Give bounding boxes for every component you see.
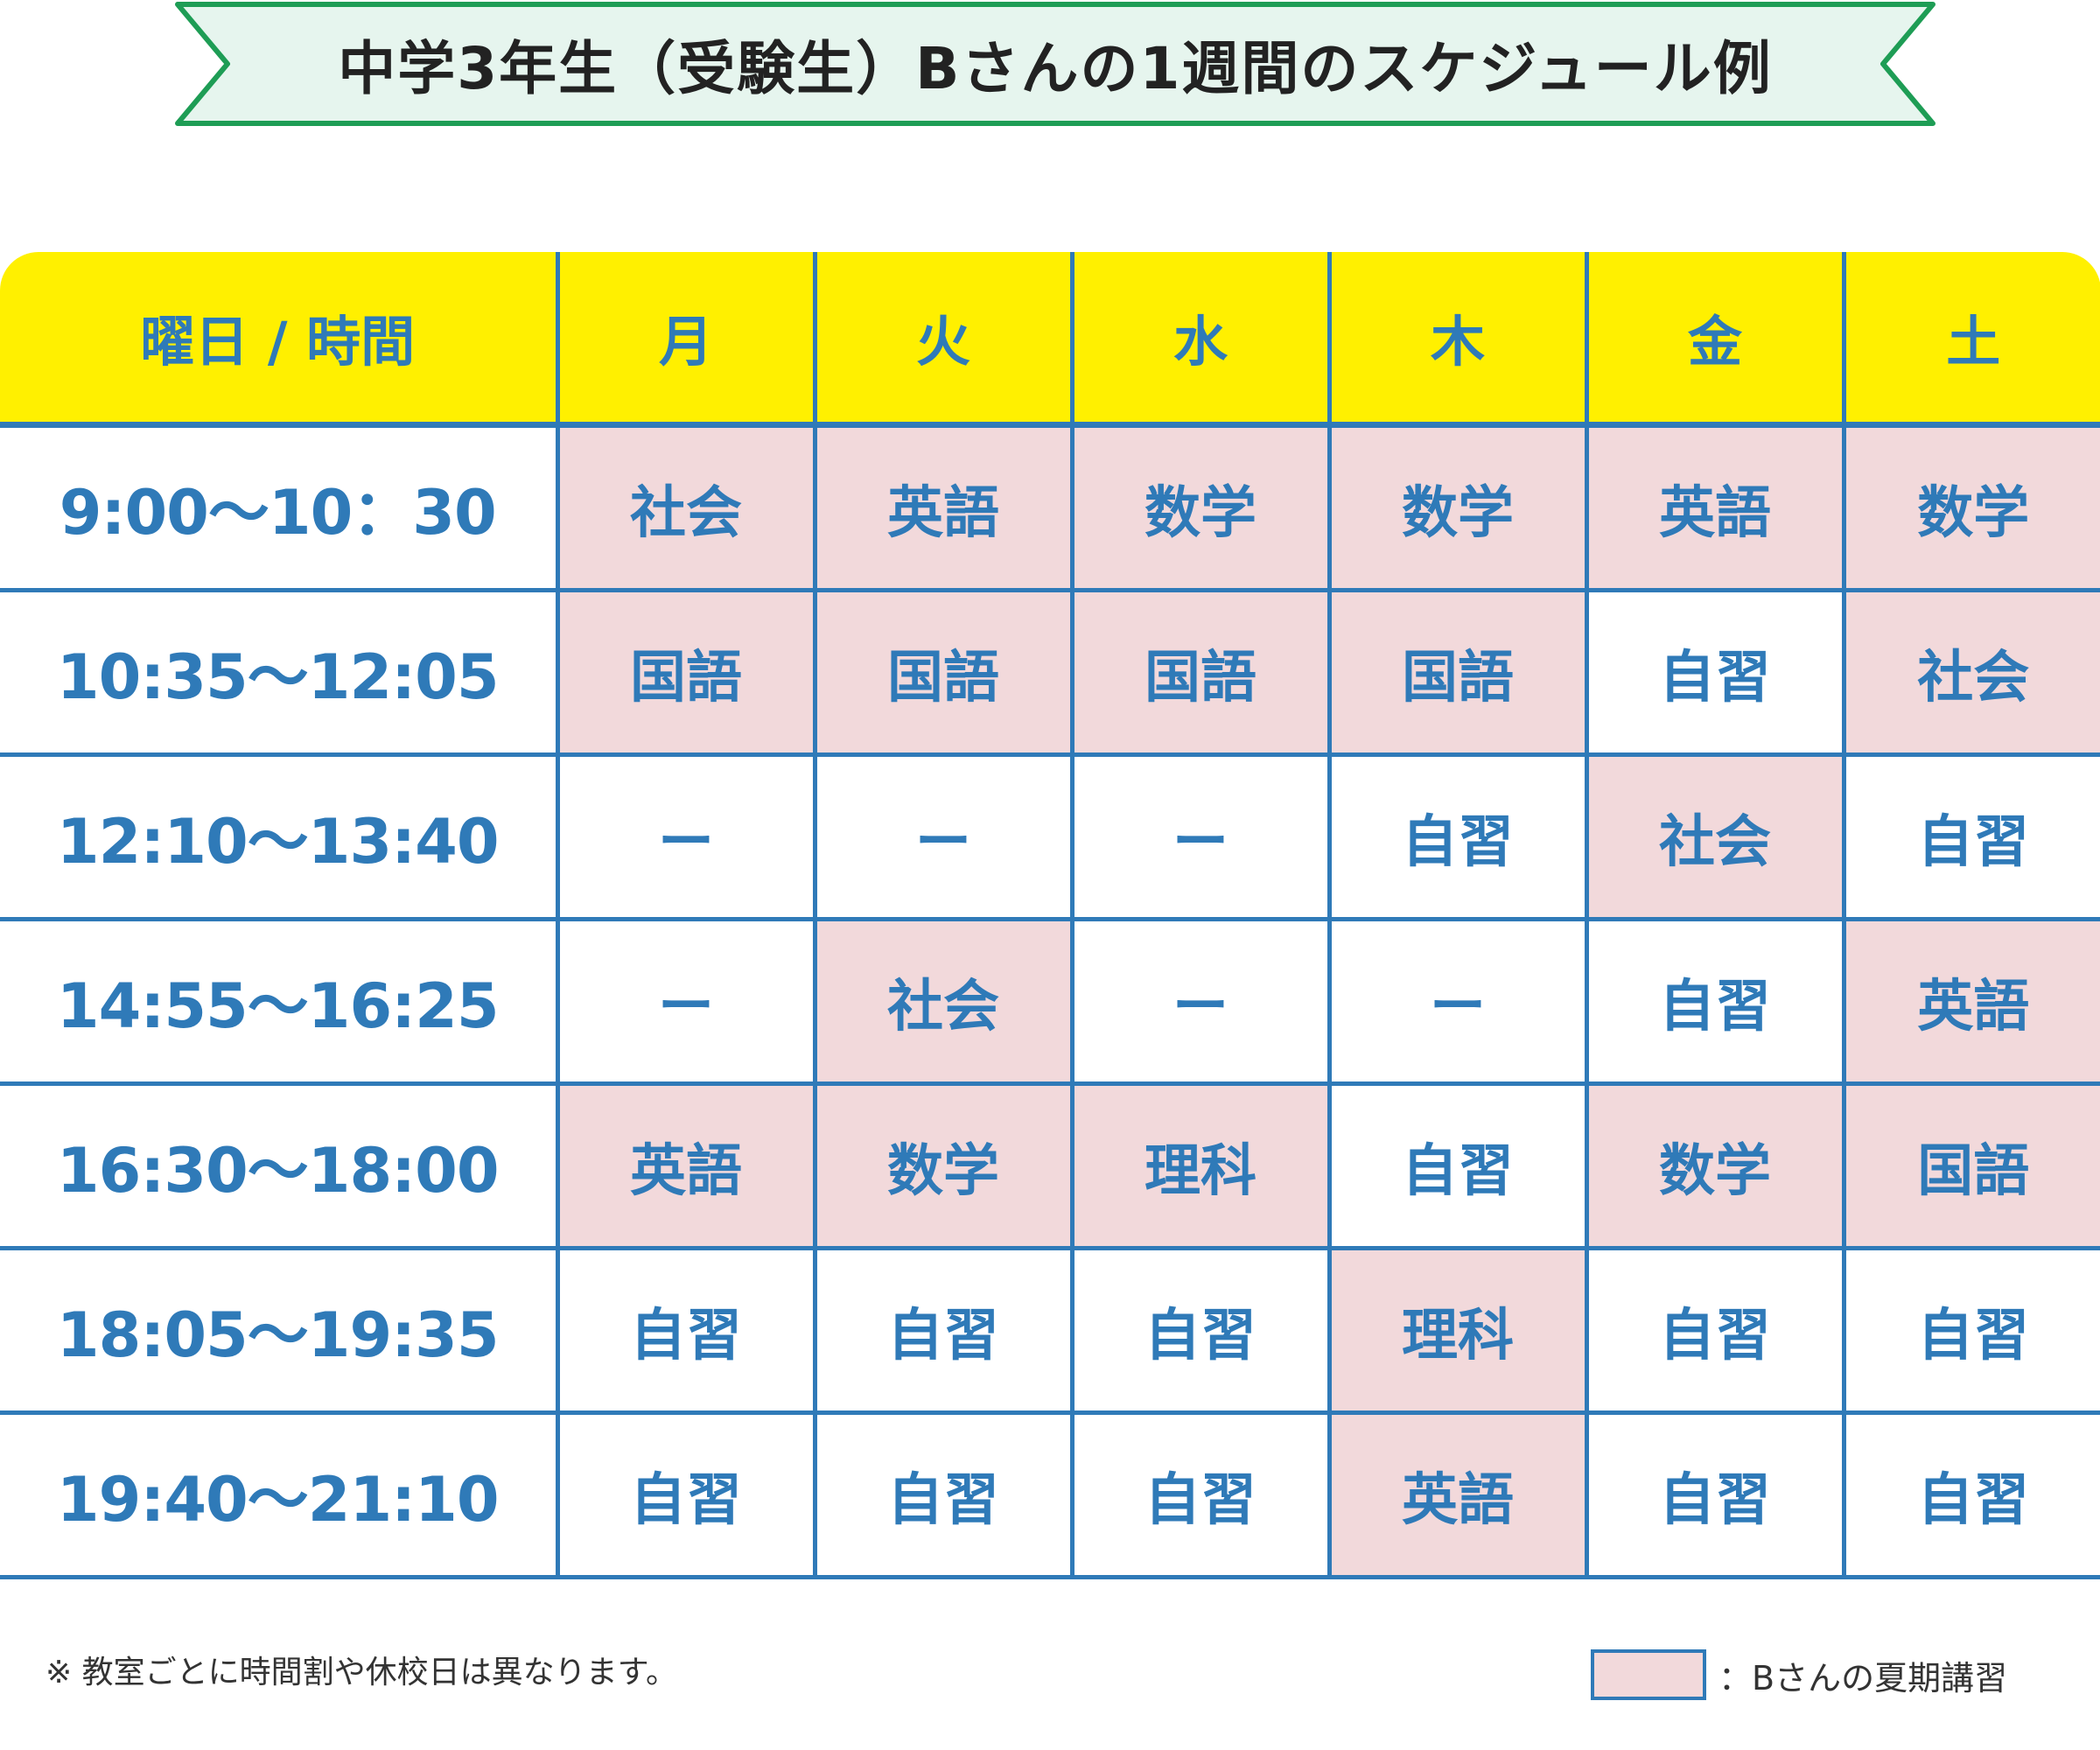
schedule-cell: 数学 — [1586, 1083, 1846, 1250]
schedule-cell: 理科 — [1329, 1248, 1589, 1415]
schedule-cell: ー — [1329, 919, 1589, 1086]
schedule-cell: 自習 — [1329, 754, 1589, 921]
header-thursday: 木 — [1329, 252, 1589, 428]
schedule-cell: 社会 — [557, 424, 817, 592]
schedule-cell: 英語 — [815, 424, 1074, 592]
table-row: 18:05〜19:35 自習 自習 自習 理科 自習 自習 — [0, 1248, 2100, 1415]
schedule-cell: 自習 — [1586, 590, 1846, 757]
legend: ：Bさんの夏期講習 — [1591, 1647, 2007, 1703]
header-monday: 月 — [557, 252, 817, 428]
schedule-cell: 理科 — [1072, 1083, 1332, 1250]
table-row: 10:35〜12:05 国語 国語 国語 国語 自習 社会 — [0, 590, 2100, 757]
schedule-cell: 国語 — [1329, 590, 1589, 757]
time-slot: 14:55〜16:25 — [0, 919, 560, 1086]
schedule-cell: 社会 — [815, 919, 1074, 1086]
header-saturday: 土 — [1844, 252, 2100, 428]
schedule-cell: 国語 — [557, 590, 817, 757]
schedule-cell: 自習 — [1072, 1248, 1332, 1415]
schedule-cell: 社会 — [1586, 754, 1846, 921]
schedule-cell: 自習 — [557, 1248, 817, 1415]
page-title: 中学3年生（受験生）Bさんの1週間のスケジュール例 — [338, 35, 1773, 102]
schedule-cell: 数学 — [815, 1083, 1074, 1250]
schedule-cell: 自習 — [1329, 1083, 1589, 1250]
schedule-cell: ー — [815, 754, 1074, 921]
schedule-cell: 数学 — [1329, 424, 1589, 592]
schedule-cell: 自習 — [1586, 1412, 1846, 1579]
schedule-cell: 自習 — [815, 1412, 1074, 1579]
schedule-cell: 自習 — [1844, 754, 2100, 921]
header-day-time: 曜日 / 時間 — [0, 252, 560, 428]
schedule-cell: 数学 — [1844, 424, 2100, 592]
footnote: ※ 教室ごとに時間割や休校日は異なります。 — [46, 1655, 678, 1690]
schedule-cell: 英語 — [1329, 1412, 1589, 1579]
header-row: 曜日 / 時間 月 火 水 木 金 土 — [0, 252, 2100, 428]
time-slot: 12:10〜13:40 — [0, 754, 560, 921]
time-slot: 19:40〜21:10 — [0, 1412, 560, 1579]
schedule-cell: 英語 — [557, 1083, 817, 1250]
table-row: 14:55〜16:25 ー 社会 ー ー 自習 英語 — [0, 919, 2100, 1086]
schedule-cell: 自習 — [1844, 1248, 2100, 1415]
schedule-cell: ー — [557, 754, 817, 921]
time-slot: 10:35〜12:05 — [0, 590, 560, 757]
schedule-cell: 自習 — [1844, 1412, 2100, 1579]
table-row: 9:00〜10：30 社会 英語 数学 数学 英語 数学 — [0, 424, 2100, 592]
schedule-cell: 数学 — [1072, 424, 1332, 592]
time-slot: 18:05〜19:35 — [0, 1248, 560, 1415]
table-row: 16:30〜18:00 英語 数学 理科 自習 数学 国語 — [0, 1083, 2100, 1250]
legend-swatch — [1591, 1649, 1706, 1700]
schedule-cell: ー — [557, 919, 817, 1086]
header-wednesday: 水 — [1072, 252, 1332, 428]
table-row: 12:10〜13:40 ー ー ー 自習 社会 自習 — [0, 754, 2100, 921]
title-banner: 中学3年生（受験生）Bさんの1週間のスケジュール例 — [175, 2, 1936, 126]
banner-ribbon-shape — [175, 2, 1936, 126]
schedule-cell: 自習 — [1586, 919, 1846, 1086]
schedule-cell: ー — [1072, 754, 1332, 921]
header-friday: 金 — [1586, 252, 1846, 428]
schedule-cell: 英語 — [1586, 424, 1846, 592]
header-tuesday: 火 — [815, 252, 1074, 428]
schedule-cell: 国語 — [815, 590, 1074, 757]
legend-label: ：Bさんの夏期講習 — [1718, 1658, 2008, 1698]
table-row: 19:40〜21:10 自習 自習 自習 英語 自習 自習 — [0, 1412, 2100, 1579]
schedule-cell: 英語 — [1844, 919, 2100, 1086]
schedule-cell: 自習 — [815, 1248, 1074, 1415]
schedule-cell: 社会 — [1844, 590, 2100, 757]
schedule-cell: 国語 — [1844, 1083, 2100, 1250]
time-slot: 16:30〜18:00 — [0, 1083, 560, 1250]
schedule-cell: ー — [1072, 919, 1332, 1086]
schedule-cell: 自習 — [1072, 1412, 1332, 1579]
schedule-cell: 自習 — [557, 1412, 817, 1579]
time-slot: 9:00〜10：30 — [0, 424, 560, 592]
schedule-cell: 自習 — [1586, 1248, 1846, 1415]
schedule-table: 曜日 / 時間 月 火 水 木 金 土 9:00〜10：30 社会 英語 数学 … — [0, 252, 2100, 1579]
schedule-cell: 国語 — [1072, 590, 1332, 757]
